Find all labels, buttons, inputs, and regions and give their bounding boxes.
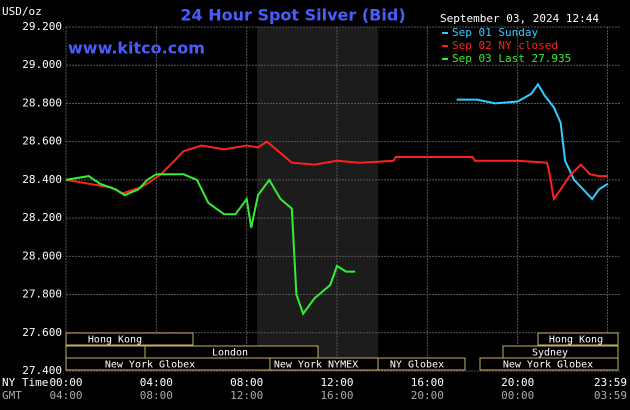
y-tick-label: 28.000 <box>22 249 62 262</box>
y-tick-label: 28.800 <box>22 96 62 109</box>
x-tick-label: 20:00 <box>501 376 534 389</box>
y-tick-label: 28.200 <box>22 211 62 224</box>
gmt-label: GMT <box>2 389 22 402</box>
x-tick-label: 16:00 <box>411 376 444 389</box>
series-line <box>456 82 609 201</box>
y-tick-label: 27.600 <box>22 326 62 339</box>
x-tick-label: 23:59 <box>594 376 627 389</box>
timestamp: September 03, 2024 12:44 <box>440 12 599 25</box>
grid <box>65 26 620 372</box>
gmt-tick-label: 20:00 <box>411 389 444 402</box>
gmt-tick-label: 00:00 <box>501 389 534 402</box>
series-line <box>65 140 608 202</box>
y-tick-label: 28.600 <box>22 135 62 148</box>
session-box <box>65 332 194 346</box>
sessions: Hong Kong London New York Globex New York N… <box>65 332 619 371</box>
ny-time-label: NY Time <box>2 376 48 389</box>
chart-title: 24 Hour Spot Silver (Bid) <box>180 6 405 25</box>
session-label: New York Globex <box>503 360 593 371</box>
session-label: Hong Kong <box>549 335 603 346</box>
session-label: New York NYMEX <box>274 360 358 371</box>
session-box <box>377 357 466 371</box>
session-box <box>65 345 146 359</box>
y-unit: USD/oz <box>2 5 42 18</box>
x-tick-label: 04:00 <box>140 376 173 389</box>
legend-entry: Sep 03 Last 27.935 <box>452 52 571 65</box>
y-tick-label: 28.400 <box>22 173 62 186</box>
series-line <box>65 173 356 316</box>
gmt-tick-label: 12:00 <box>230 389 263 402</box>
x-tick-label: 12:00 <box>320 376 353 389</box>
y-tick-label: 29.000 <box>22 58 62 71</box>
y-tick-label: 29.200 <box>22 20 62 33</box>
session-box <box>479 357 619 371</box>
session-box <box>537 332 619 346</box>
session-label: New York Globex <box>105 360 195 371</box>
legend-entry: Sep 01 Sunday <box>452 26 538 39</box>
x-tick-label: 08:00 <box>230 376 263 389</box>
y-tick-label: 27.800 <box>22 288 62 301</box>
gmt-tick-label: 08:00 <box>140 389 173 402</box>
legend-entry: Sep 02 NY closed <box>452 39 558 52</box>
gmt-tick-label: 16:00 <box>320 389 353 402</box>
session-label: London <box>212 348 248 359</box>
ny-session-shade <box>257 27 378 371</box>
session-label: NY Globex <box>390 360 444 371</box>
gmt-tick-label: 04:00 <box>49 389 82 402</box>
x-tick-label: 00:00 <box>49 376 82 389</box>
gmt-tick-label: 03:59 <box>594 389 627 402</box>
website: www.kitco.com <box>68 39 205 58</box>
y-tick-label: 27.400 <box>22 364 62 377</box>
session-label: Sydney <box>532 348 568 359</box>
series <box>65 82 609 316</box>
session-label: Hong Kong <box>88 335 142 346</box>
